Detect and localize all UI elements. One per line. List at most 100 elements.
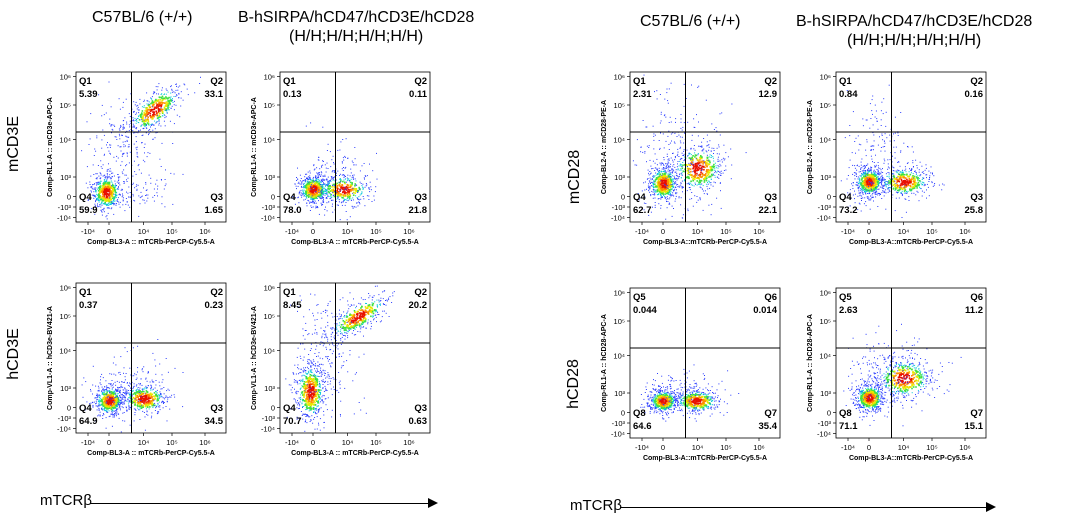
event-point — [95, 191, 97, 193]
event-point — [111, 186, 113, 188]
event-point — [142, 395, 145, 397]
event-point — [125, 174, 127, 176]
event-point — [318, 179, 320, 181]
event-point — [669, 194, 671, 196]
event-point — [333, 194, 335, 196]
event-point — [182, 406, 184, 408]
event-point — [303, 356, 305, 358]
event-point — [108, 81, 110, 83]
event-point — [356, 316, 358, 318]
event-point — [111, 187, 114, 190]
event-point — [138, 195, 140, 197]
event-point — [170, 172, 172, 174]
event-point — [133, 111, 135, 113]
event-point — [349, 327, 351, 329]
event-point — [152, 196, 154, 198]
event-point — [315, 395, 318, 397]
event-point — [352, 207, 354, 209]
event-point — [160, 96, 163, 99]
event-point — [98, 400, 100, 402]
event-point — [327, 185, 329, 187]
event-point — [312, 181, 314, 183]
event-point — [333, 189, 335, 192]
event-point — [142, 388, 144, 390]
event-point — [312, 392, 315, 395]
event-point — [318, 189, 320, 191]
event-point — [305, 196, 307, 197]
event-point — [300, 396, 302, 398]
event-point — [340, 324, 343, 326]
event-point — [151, 400, 153, 402]
event-point — [132, 119, 134, 121]
event-point — [312, 379, 314, 381]
event-point — [134, 412, 136, 413]
event-point — [138, 115, 139, 117]
event-point — [143, 199, 145, 201]
event-point — [138, 389, 140, 391]
event-point — [309, 382, 312, 385]
event-point — [142, 199, 144, 201]
event-point — [127, 390, 129, 391]
event-point — [332, 178, 334, 180]
event-point — [318, 381, 320, 383]
event-point — [339, 175, 340, 176]
event-point — [303, 381, 306, 383]
event-point — [346, 360, 348, 362]
event-point — [343, 167, 344, 168]
y-tick-label: 0 — [67, 404, 71, 413]
event-point — [309, 416, 311, 418]
event-point — [81, 384, 83, 386]
event-point — [100, 180, 102, 182]
event-point — [319, 187, 321, 190]
event-point — [200, 76, 201, 78]
event-point — [351, 314, 354, 316]
event-point — [106, 174, 108, 176]
event-point — [107, 187, 109, 189]
event-point — [327, 176, 329, 178]
event-point — [142, 118, 144, 121]
event-point — [649, 188, 651, 190]
event-point — [346, 199, 348, 201]
event-point — [340, 329, 342, 331]
event-point — [338, 318, 340, 320]
event-point — [343, 189, 346, 191]
event-point — [129, 400, 131, 402]
event-point — [306, 366, 308, 368]
event-point — [113, 156, 115, 158]
event-point — [114, 413, 116, 415]
event-point — [120, 403, 122, 405]
event-point — [328, 184, 330, 186]
event-point — [324, 188, 326, 190]
event-point — [161, 99, 163, 102]
event-point — [341, 204, 343, 206]
event-point — [362, 299, 364, 301]
event-point — [324, 183, 326, 185]
event-point — [103, 401, 106, 403]
event-point — [98, 394, 100, 396]
event-point — [96, 198, 98, 199]
event-point — [355, 164, 357, 166]
event-point — [361, 309, 363, 311]
event-point — [653, 190, 655, 192]
event-point — [326, 210, 328, 212]
event-point — [115, 364, 117, 366]
event-point — [307, 182, 309, 185]
event-point — [288, 384, 290, 386]
event-point — [151, 115, 153, 118]
event-point — [371, 299, 373, 301]
event-point — [85, 182, 87, 184]
event-point — [308, 195, 310, 197]
event-point — [144, 395, 146, 397]
event-point — [356, 322, 358, 324]
event-point — [110, 413, 112, 415]
event-point — [313, 199, 315, 201]
event-point — [341, 187, 344, 189]
event-point — [144, 113, 146, 116]
event-point — [322, 181, 324, 182]
event-point — [659, 178, 661, 180]
event-point — [388, 299, 390, 301]
event-point — [323, 184, 325, 186]
event-point — [105, 397, 107, 399]
event-point — [154, 359, 156, 361]
event-point — [344, 155, 346, 157]
